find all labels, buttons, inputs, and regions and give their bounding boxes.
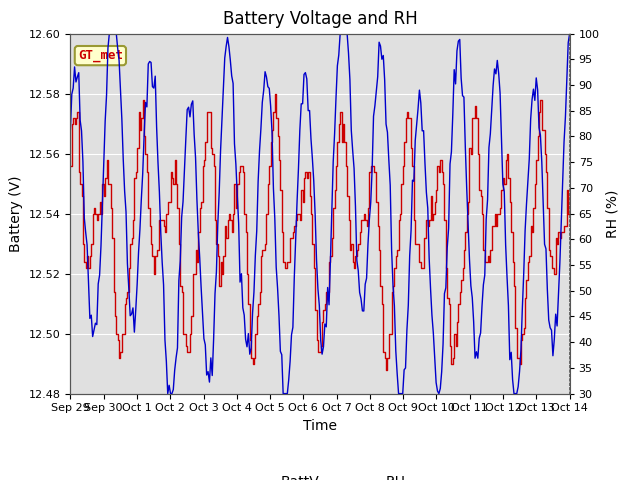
Legend: BattV, RH: BattV, RH [229, 469, 411, 480]
X-axis label: Time: Time [303, 419, 337, 433]
Text: GT_met: GT_met [78, 49, 123, 62]
Y-axis label: Battery (V): Battery (V) [9, 175, 23, 252]
Y-axis label: RH (%): RH (%) [605, 190, 619, 238]
Text: Battery Voltage and RH: Battery Voltage and RH [223, 10, 417, 28]
